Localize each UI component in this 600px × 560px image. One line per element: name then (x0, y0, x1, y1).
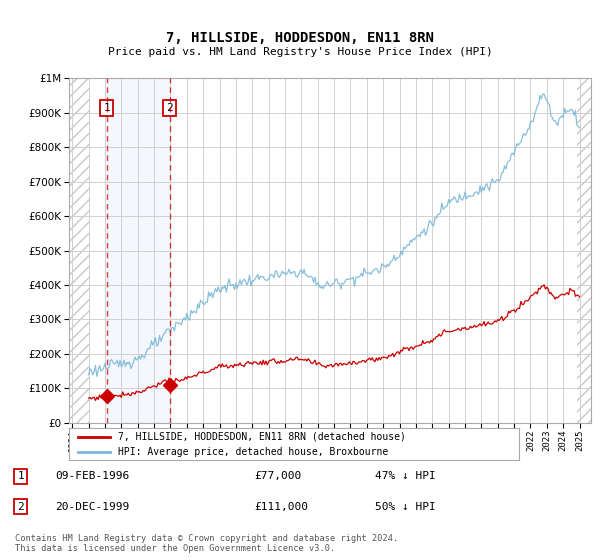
Text: 2: 2 (17, 502, 24, 512)
Text: 1: 1 (104, 102, 110, 113)
Text: 7, HILLSIDE, HODDESDON, EN11 8RN (detached house): 7, HILLSIDE, HODDESDON, EN11 8RN (detach… (119, 432, 406, 442)
Text: £77,000: £77,000 (254, 472, 301, 482)
Text: 1: 1 (17, 472, 24, 482)
Text: 47% ↓ HPI: 47% ↓ HPI (375, 472, 436, 482)
Text: 09-FEB-1996: 09-FEB-1996 (55, 472, 130, 482)
Text: HPI: Average price, detached house, Broxbourne: HPI: Average price, detached house, Brox… (119, 447, 389, 457)
Text: £111,000: £111,000 (254, 502, 308, 512)
Text: 2: 2 (167, 102, 173, 113)
Text: 20-DEC-1999: 20-DEC-1999 (55, 502, 130, 512)
Text: 50% ↓ HPI: 50% ↓ HPI (375, 502, 436, 512)
Text: 7, HILLSIDE, HODDESDON, EN11 8RN: 7, HILLSIDE, HODDESDON, EN11 8RN (166, 31, 434, 45)
Bar (107, 78, 170, 423)
Text: Contains HM Land Registry data © Crown copyright and database right 2024.
This d: Contains HM Land Registry data © Crown c… (15, 534, 398, 553)
Text: Price paid vs. HM Land Registry's House Price Index (HPI): Price paid vs. HM Land Registry's House … (107, 47, 493, 57)
